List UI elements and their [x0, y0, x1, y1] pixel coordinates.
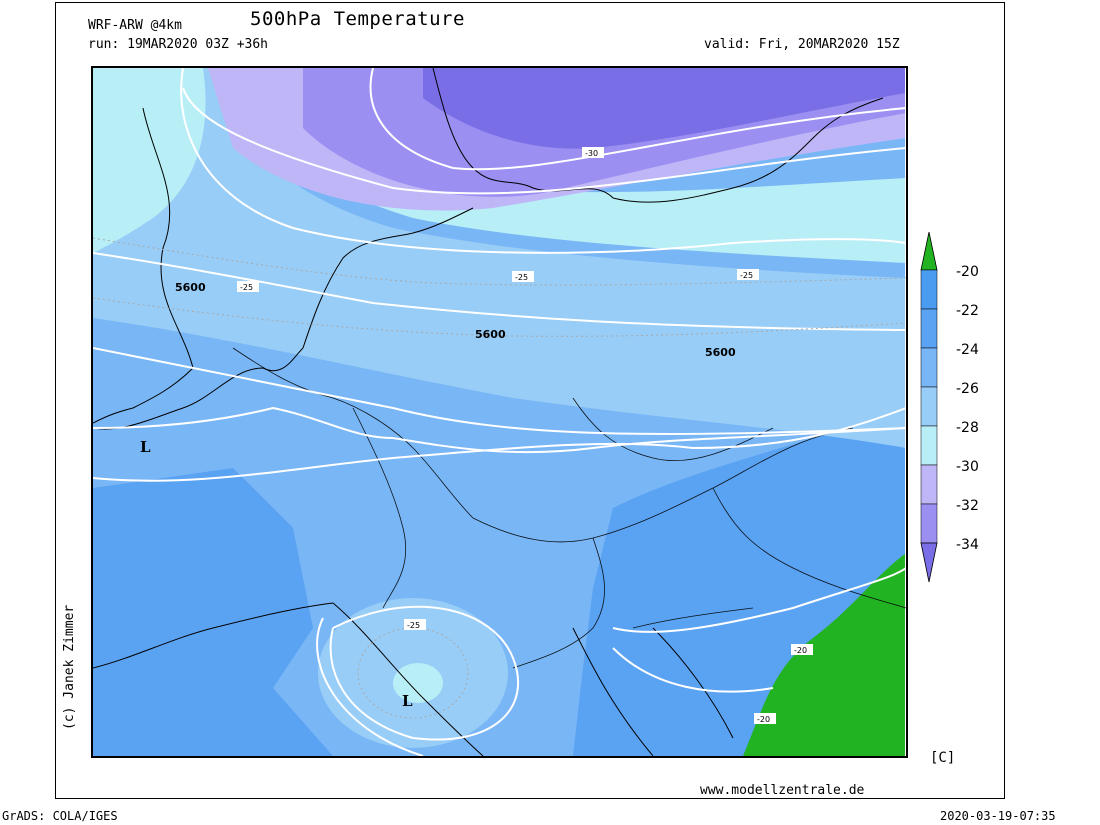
cold-pool-inner — [393, 663, 443, 703]
legend-label: -20 — [956, 264, 979, 280]
label-minus20-east: -20 — [794, 646, 807, 655]
legend-colorbar — [920, 232, 938, 583]
label-5600-east: 5600 — [705, 346, 736, 359]
legend-label: -26 — [956, 381, 979, 397]
legend-label: -28 — [956, 420, 979, 436]
website-label: www.modellzentrale.de — [700, 783, 865, 798]
low-marker-west: L — [140, 438, 151, 456]
label-minus20-south: -20 — [757, 715, 770, 724]
legend-swatch-7 — [920, 503, 938, 544]
field-cyan-west — [93, 68, 206, 253]
label-5600-center: 5600 — [475, 328, 506, 341]
field-blue-light-north — [93, 68, 906, 348]
weather-map: 5600 5600 5600 -30 -25 -25 -25 -25 -20 -… — [91, 66, 908, 758]
copyright-label: (c) Janek Zimmer — [62, 604, 77, 730]
legend-swatch-1 — [920, 269, 938, 310]
label-minus25-italy: -25 — [407, 621, 420, 630]
legend-label: -24 — [956, 342, 979, 358]
legend-label: -32 — [956, 498, 979, 514]
field-green-southeast — [743, 553, 906, 756]
temperature-labels: -30 -25 -25 -25 -25 -20 -20 — [237, 147, 813, 724]
legend-swatch-2 — [920, 308, 938, 349]
color-legend: -20 -22 -24 -26 -28 -30 -32 -34 — [918, 232, 998, 592]
chart-title: 500hPa Temperature — [250, 8, 465, 30]
run-label: run: 19MAR2020 03Z +36h — [88, 37, 269, 52]
label-minus25-east: -25 — [740, 271, 753, 280]
legend-swatch-green — [920, 232, 938, 271]
temperature-contours — [93, 68, 906, 756]
field-blue-dark-west — [93, 468, 333, 756]
model-label: WRF-ARW @4km — [88, 18, 182, 33]
domain-edge-strip — [905, 68, 906, 756]
field-blue-light-band — [93, 228, 906, 448]
geopotential-labels: 5600 5600 5600 — [175, 281, 736, 359]
field-purple-dark — [423, 68, 906, 149]
legend-label: -34 — [956, 537, 979, 553]
low-markers: L L — [140, 438, 413, 710]
label-minus25-west: -25 — [240, 283, 253, 292]
map-canvas: 5600 5600 5600 -30 -25 -25 -25 -25 -20 -… — [93, 68, 906, 756]
field-cyan-band — [93, 68, 906, 263]
timestamp-label: 2020-03-19-07:35 — [940, 809, 1056, 823]
low-marker-italy: L — [402, 692, 413, 710]
legend-swatch-6 — [920, 464, 938, 505]
legend-swatch-3 — [920, 347, 938, 388]
legend-swatch-8 — [920, 542, 938, 583]
legend-swatch-5 — [920, 425, 938, 466]
unit-label: [C] — [930, 750, 956, 766]
label-5600-west: 5600 — [175, 281, 206, 294]
legend-label: -30 — [956, 459, 979, 475]
label-minus30: -30 — [585, 149, 598, 158]
valid-label: valid: Fri, 20MAR2020 15Z — [704, 37, 900, 52]
label-minus25-center: -25 — [515, 273, 528, 282]
grads-label: GrADS: COLA/IGES — [2, 809, 118, 823]
plot-frame — [55, 2, 1005, 799]
borders — [232, 347, 906, 669]
legend-label: -22 — [956, 303, 979, 319]
legend-swatch-4 — [920, 386, 938, 427]
